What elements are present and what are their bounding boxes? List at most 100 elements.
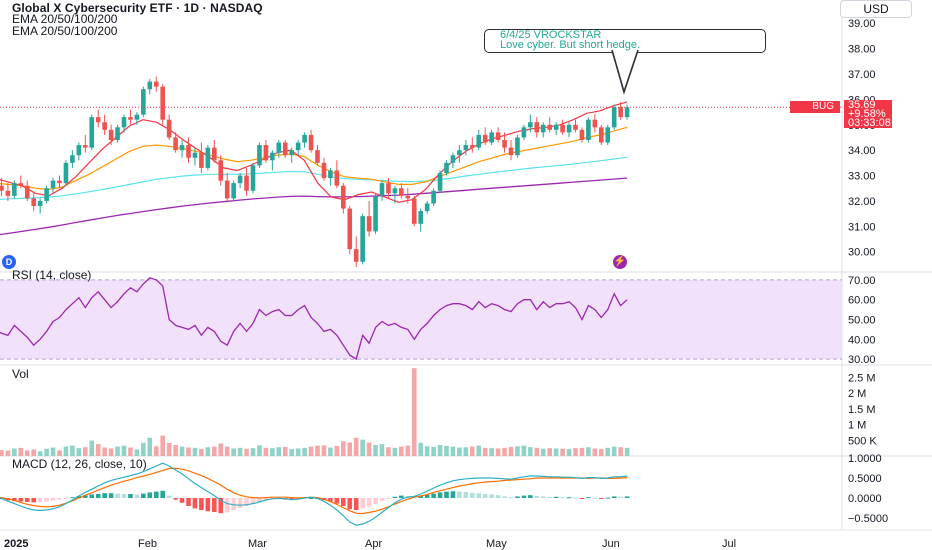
time-tick-label: Jun: [602, 538, 620, 550]
macd-histogram-bar: [224, 498, 230, 513]
macd-histogram-bar: [482, 494, 488, 498]
volume-bar: [586, 447, 591, 456]
candle-up: [463, 145, 469, 151]
volume-bar: [199, 449, 204, 456]
macd-histogram-bar: [141, 493, 146, 498]
macd-histogram-bar: [70, 497, 75, 499]
volume-bar: [579, 447, 585, 456]
rsi-pane-label[interactable]: RSI (14, close): [12, 268, 92, 282]
macd-histogram-bar: [476, 493, 482, 498]
macd-histogram-bar: [160, 490, 165, 498]
volume-bar: [31, 449, 36, 456]
candle-down: [579, 129, 585, 140]
macd-histogram-bar: [231, 498, 236, 510]
volume-bar: [418, 442, 423, 456]
macd-histogram-bar: [212, 498, 217, 512]
macd-histogram-bar: [502, 496, 507, 498]
currency-selector[interactable]: USD: [840, 0, 912, 18]
symbol-tag: BUG: [790, 101, 840, 113]
volume-bar: [160, 435, 165, 456]
candle-down: [186, 145, 191, 158]
annotation-line-1: 6/4/25 VROCKSTAR: [500, 29, 602, 41]
volume-bar: [76, 448, 82, 456]
macd-histogram-bar: [173, 498, 178, 500]
candle-down: [599, 127, 604, 143]
ema-legend-1[interactable]: EMA 20/50/100/200: [12, 12, 118, 26]
volume-bar: [95, 444, 101, 456]
macd-histogram-bar: [353, 498, 359, 510]
price-tick-label: 32.00: [848, 196, 876, 208]
ema-legend-2[interactable]: EMA 20/50/100/200: [12, 24, 118, 38]
candle-up: [611, 107, 617, 128]
candle-up: [270, 152, 275, 161]
volume-bar: [444, 445, 449, 456]
candle-up: [624, 107, 630, 118]
candle-up: [121, 117, 127, 128]
volume-bar: [153, 446, 159, 456]
macd-histogram-bar: [624, 496, 630, 498]
macd-histogram-bar: [57, 498, 62, 500]
candle-down: [218, 160, 224, 181]
volume-bar: [5, 450, 11, 456]
macd-histogram-bar: [166, 495, 172, 498]
dividend-marker-icon[interactable]: D: [2, 255, 16, 269]
volume-bar: [244, 448, 249, 456]
macd-histogram-bar: [399, 495, 404, 498]
volume-bar: [624, 447, 630, 456]
macd-histogram-bar: [334, 498, 340, 504]
rsi-tick-label: 30.00: [848, 354, 876, 366]
volume-bar: [50, 447, 56, 456]
flash-event-icon[interactable]: ⚡: [613, 255, 627, 269]
volume-bar: [179, 446, 185, 456]
last-price-tag: 35.69 +9.58% 03:33:08: [844, 99, 892, 129]
candle-up: [515, 137, 520, 156]
macd-histogram-bar: [457, 491, 462, 498]
volume-bar: [121, 445, 127, 456]
volume-tick-label: 2.5 M: [848, 373, 876, 385]
volume-bar: [257, 445, 262, 456]
volume-bar: [321, 445, 327, 456]
volume-bar: [102, 447, 107, 456]
volume-bar: [218, 443, 224, 456]
macd-histogram-bar: [347, 498, 353, 510]
volume-bar: [70, 445, 75, 456]
macd-histogram-bar: [579, 498, 585, 499]
candle-up: [373, 195, 378, 232]
volume-bar: [57, 450, 62, 456]
macd-histogram-bar: [573, 497, 578, 499]
candle-up: [528, 122, 533, 128]
macd-histogram-bar: [521, 495, 527, 498]
macd-histogram-bar: [89, 494, 95, 498]
macd-histogram-bar: [599, 498, 604, 499]
volume-bar: [528, 447, 533, 456]
volume-bar: [115, 446, 120, 456]
volume-bar: [192, 447, 198, 456]
volume-bar: [560, 448, 565, 456]
candle-down: [95, 117, 101, 123]
macd-histogram-bar: [431, 493, 436, 498]
macd-histogram-bar: [192, 498, 198, 509]
candle-down: [153, 81, 159, 87]
volume-pane-label[interactable]: Vol: [12, 367, 29, 381]
candle-down: [470, 145, 475, 148]
macd-histogram-bar: [218, 498, 224, 514]
volume-bar: [282, 446, 288, 456]
last-price: 35.69: [848, 99, 876, 111]
volume-bar: [328, 447, 333, 456]
price-tick-label: 37.00: [848, 69, 876, 81]
candle-up: [540, 124, 546, 133]
rsi-tick-label: 60.00: [848, 295, 876, 307]
macd-pane-label[interactable]: MACD (12, 26, close, 10): [12, 457, 147, 471]
candle-up: [63, 162, 69, 184]
candle-down: [618, 107, 623, 118]
macd-histogram-bar: [360, 498, 365, 509]
volume-bar: [12, 448, 17, 456]
macd-histogram-bar: [44, 498, 49, 502]
volume-bar: [128, 447, 133, 456]
candle-down: [244, 175, 249, 191]
volume-bar: [411, 368, 417, 456]
volume-bar: [308, 446, 314, 456]
macd-histogram-bar: [12, 498, 17, 502]
volume-bar: [405, 445, 411, 456]
